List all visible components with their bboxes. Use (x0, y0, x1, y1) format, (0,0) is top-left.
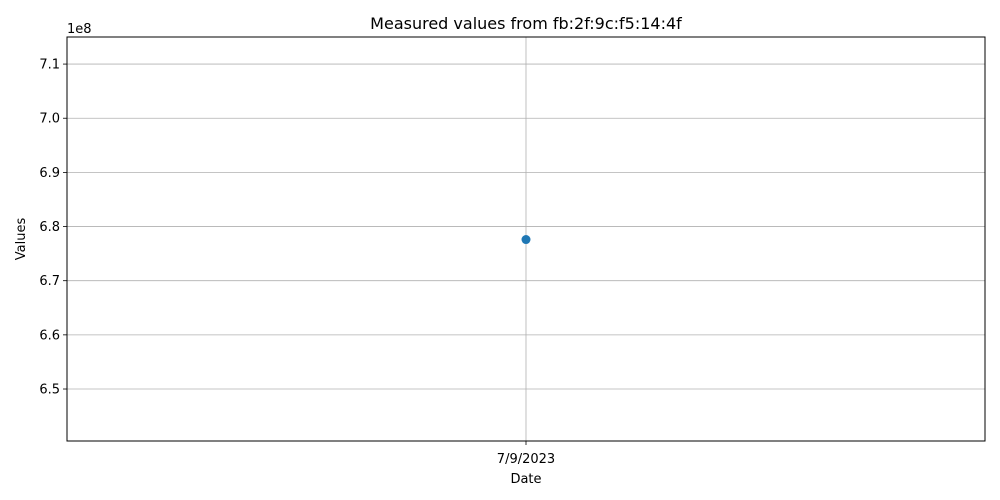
plot-frame (66, 36, 986, 442)
y-tick-label: 7.0 (39, 112, 60, 127)
y-tick-label: 7.1 (39, 58, 60, 73)
x-axis-label: Date (510, 472, 541, 487)
y-tick-label: 6.9 (39, 166, 60, 181)
ticks-layer: 6.5 6.6 6.7 6.8 6.9 7.0 7.1 7/9/2023 (39, 58, 555, 467)
y-tick-label: 6.6 (39, 328, 60, 343)
chart-title: Measured values from fb:2f:9c:f5:14:4f (370, 14, 682, 33)
points-layer (521, 235, 531, 245)
x-tick-label: 7/9/2023 (497, 452, 555, 467)
y-tick-label: 6.5 (39, 383, 60, 398)
y-tick-label: 6.8 (39, 220, 60, 235)
y-tick-label: 6.7 (39, 274, 60, 289)
y-axis-label: Values (14, 218, 29, 261)
data-point (521, 235, 531, 245)
y-axis-offset-label: 1e8 (67, 22, 92, 37)
